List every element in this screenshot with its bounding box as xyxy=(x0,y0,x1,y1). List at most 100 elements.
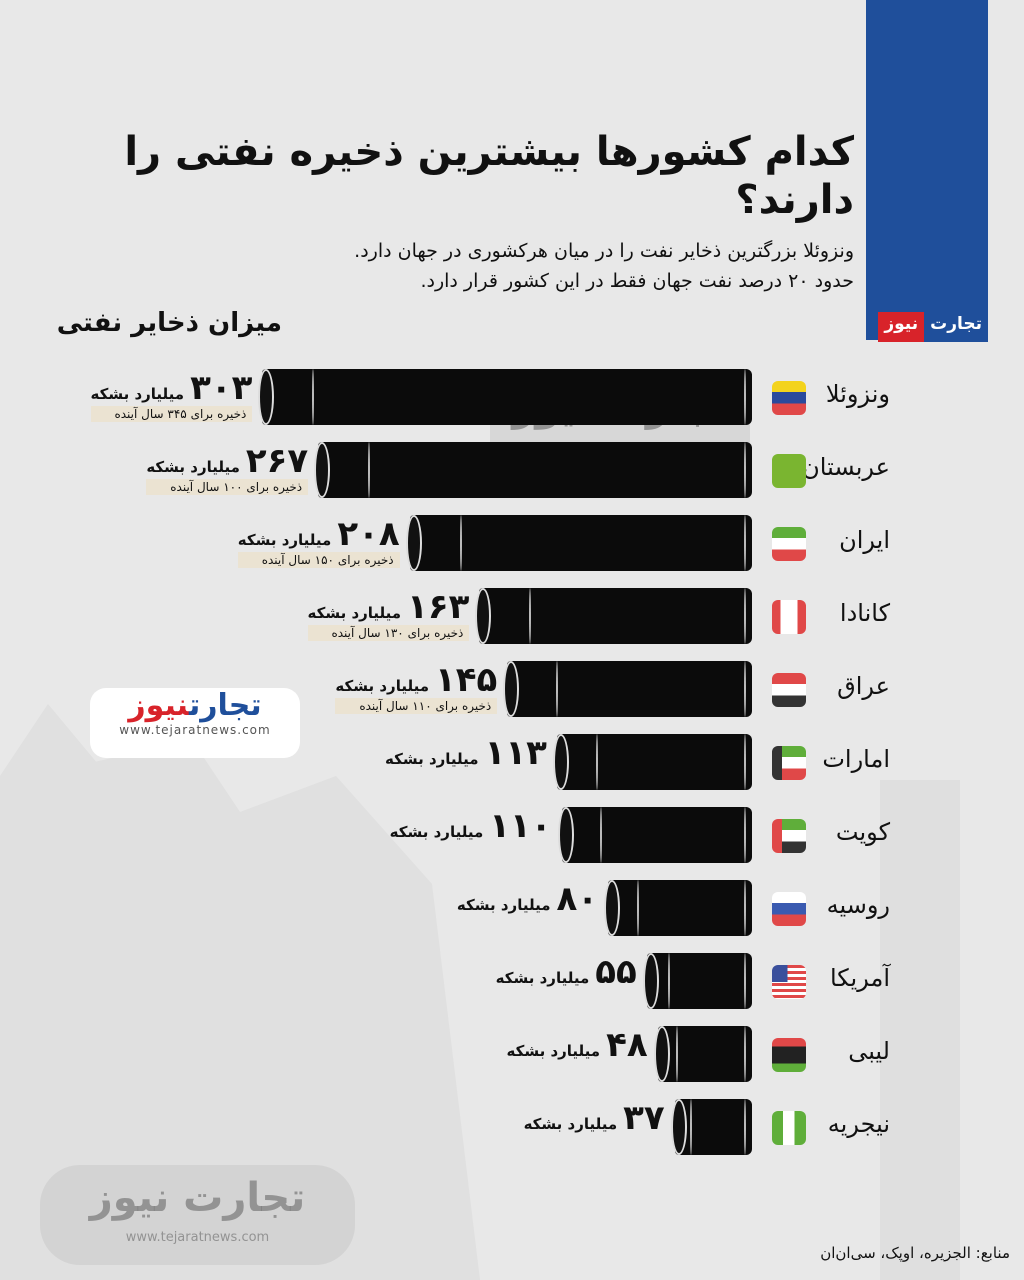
chart-row: ونزوئلا ۳۰۳ میلیارد بشکه ذخیره برای ۳۴۵ س… xyxy=(0,368,1024,428)
page-title: کدام کشورها بیشترین ذخیره نفتی را دارند؟ xyxy=(124,129,855,223)
barrel-bar xyxy=(475,588,752,644)
pipe-ring xyxy=(667,953,670,1009)
watermark-bottom: تجارت نیوز www.tejaratnews.com xyxy=(40,1165,355,1265)
barrel-bar xyxy=(557,807,752,863)
pipe-ring xyxy=(743,588,746,644)
chart-row: کویت ۱۱۰ میلیارد بشکه xyxy=(0,806,1024,866)
value-unit: میلیارد بشکه xyxy=(495,969,590,987)
value-label: ۲۶۷ میلیارد بشکه ذخیره برای ۱۰۰ سال آینده xyxy=(146,441,309,495)
pipe-ring xyxy=(312,369,315,425)
subtitle: ونزوئلا بزرگترین ذخایر نفت را در میان هر… xyxy=(354,240,854,292)
chart-row: روسیه ۸۰ میلیارد بشکه xyxy=(0,879,1024,939)
reserve-note: ذخیره برای ۱۰۰ سال آینده xyxy=(146,479,309,495)
flag-saudi-arabia-icon xyxy=(772,454,806,488)
value-unit: میلیارد بشکه xyxy=(90,385,185,403)
country-label: ایران xyxy=(839,526,890,554)
value-number: ۳۰۳ xyxy=(190,368,253,408)
pipe-cap xyxy=(258,369,275,425)
value-number: ۲۶۷ xyxy=(245,441,309,481)
pipe-ring xyxy=(744,953,746,1009)
source-note: منابع: الجزیره، اوپک، سی‌ان‌ان xyxy=(820,1244,1010,1262)
value-unit: میلیارد بشکه xyxy=(146,458,240,476)
chart-row: امارات ۱۱۳ میلیارد بشکه xyxy=(0,733,1024,793)
country-label: امارات xyxy=(822,745,890,773)
value-label: ۵۵ میلیارد بشکه xyxy=(496,952,637,992)
pipe-cap xyxy=(475,588,492,644)
flag-russia-icon xyxy=(772,892,806,926)
pipe-ring xyxy=(743,442,746,498)
value-number: ۴۸ xyxy=(606,1025,648,1065)
barrel-bar xyxy=(642,953,752,1009)
flag-iran-icon xyxy=(772,527,806,561)
pipe-ring xyxy=(368,442,371,498)
pipe-ring xyxy=(743,515,746,571)
value-label: ۴۸ میلیارد بشکه xyxy=(507,1025,648,1065)
tower-silhouette xyxy=(880,780,960,1280)
brand-stripe xyxy=(866,0,988,340)
barrel-bar xyxy=(405,515,752,571)
value-label: ۱۴۵ میلیارد بشکه ذخیره برای ۱۱۰ سال آینده xyxy=(335,660,498,714)
chart-row: لیبی ۴۸ میلیارد بشکه xyxy=(0,1025,1024,1085)
flag-uae-icon xyxy=(772,819,806,853)
chart-row: عراق ۱۴۵ میلیارد بشکه ذخیره برای ۱۱۰ سال … xyxy=(0,660,1024,720)
pipe-ring xyxy=(459,515,462,571)
reserve-note: ذخیره برای ۱۵۰ سال آینده xyxy=(237,552,400,568)
value-unit: میلیارد بشکه xyxy=(456,896,551,914)
value-unit: میلیارد بشکه xyxy=(389,823,484,841)
pipe-ring xyxy=(690,1099,693,1155)
value-number: ۱۴۵ xyxy=(434,660,498,700)
reserve-note: ذخیره برای ۱۳۰ سال آینده xyxy=(307,625,470,641)
value-number: ۸۰ xyxy=(556,879,598,919)
value-label: ۳۰۳ میلیارد بشکه ذخیره برای ۳۴۵ سال آینده xyxy=(90,368,253,422)
chart-title: میزان ذخایر نفتی xyxy=(56,308,282,338)
country-label: لیبی xyxy=(848,1037,890,1065)
value-label: ۸۰ میلیارد بشکه xyxy=(457,879,598,919)
country-label: عربستان xyxy=(802,453,890,481)
chart-row: کانادا ۱۶۳ میلیارد بشکه ذخیره برای ۱۳۰ سا… xyxy=(0,587,1024,647)
country-label: کویت xyxy=(835,818,890,846)
value-number: ۱۱۰ xyxy=(489,806,552,846)
pipe-ring xyxy=(743,1026,746,1082)
flag-iraq-icon xyxy=(772,673,806,707)
value-label: ۱۱۳ میلیارد بشکه xyxy=(385,733,547,773)
barrel-bar xyxy=(604,880,752,936)
chart-row: عربستان ۲۶۷ میلیارد بشکه ذخیره برای ۱۰۰ س… xyxy=(0,441,1024,501)
pipe-ring xyxy=(676,1026,679,1082)
reserve-note: ذخیره برای ۱۱۰ سال آینده xyxy=(335,698,498,714)
pipe-ring xyxy=(556,661,559,717)
country-label: ونزوئلا xyxy=(825,380,890,408)
pipe-cap xyxy=(642,953,659,1009)
pipe-cap xyxy=(670,1099,687,1155)
barrel-bar xyxy=(503,661,752,717)
reserve-note: ذخیره برای ۳۴۵ سال آینده xyxy=(90,406,253,422)
pipe-cap xyxy=(503,661,520,717)
brand-card: تجارتنیوز www.tejaratnews.com xyxy=(90,688,300,758)
value-number: ۵۵ xyxy=(595,952,637,992)
barrel-bar xyxy=(653,1026,752,1082)
barrel-bar xyxy=(258,369,752,425)
pipe-ring xyxy=(636,880,639,936)
pipe-ring xyxy=(599,807,602,863)
pipe-ring xyxy=(744,807,746,863)
pipe-ring xyxy=(743,369,746,425)
pipe-cap xyxy=(314,442,331,498)
value-unit: میلیارد بشکه xyxy=(385,750,479,768)
pipe-cap xyxy=(405,515,422,571)
value-unit: میلیارد بشکه xyxy=(506,1042,601,1060)
pipe-cap xyxy=(557,807,574,863)
pipe-ring xyxy=(743,734,746,790)
pipe-ring xyxy=(595,734,598,790)
flag-libya-icon xyxy=(772,1038,806,1072)
pipe-cap xyxy=(552,734,569,790)
barrel-bar xyxy=(552,734,752,790)
pipe-ring xyxy=(744,880,746,936)
value-number: ۱۱۳ xyxy=(484,733,547,773)
value-label: ۲۰۸ میلیارد بشکه ذخیره برای ۱۵۰ سال آینده xyxy=(237,514,400,568)
pipe-ring xyxy=(529,588,532,644)
pipe-ring xyxy=(743,1099,746,1155)
flag-nigeria-icon xyxy=(772,1111,806,1145)
value-number: ۱۶۳ xyxy=(407,587,470,627)
flag-kuwait-icon xyxy=(772,746,806,780)
country-label: کانادا xyxy=(839,599,890,627)
chart-row: ایران ۲۰۸ میلیارد بشکه ذخیره برای ۱۵۰ سال… xyxy=(0,514,1024,574)
